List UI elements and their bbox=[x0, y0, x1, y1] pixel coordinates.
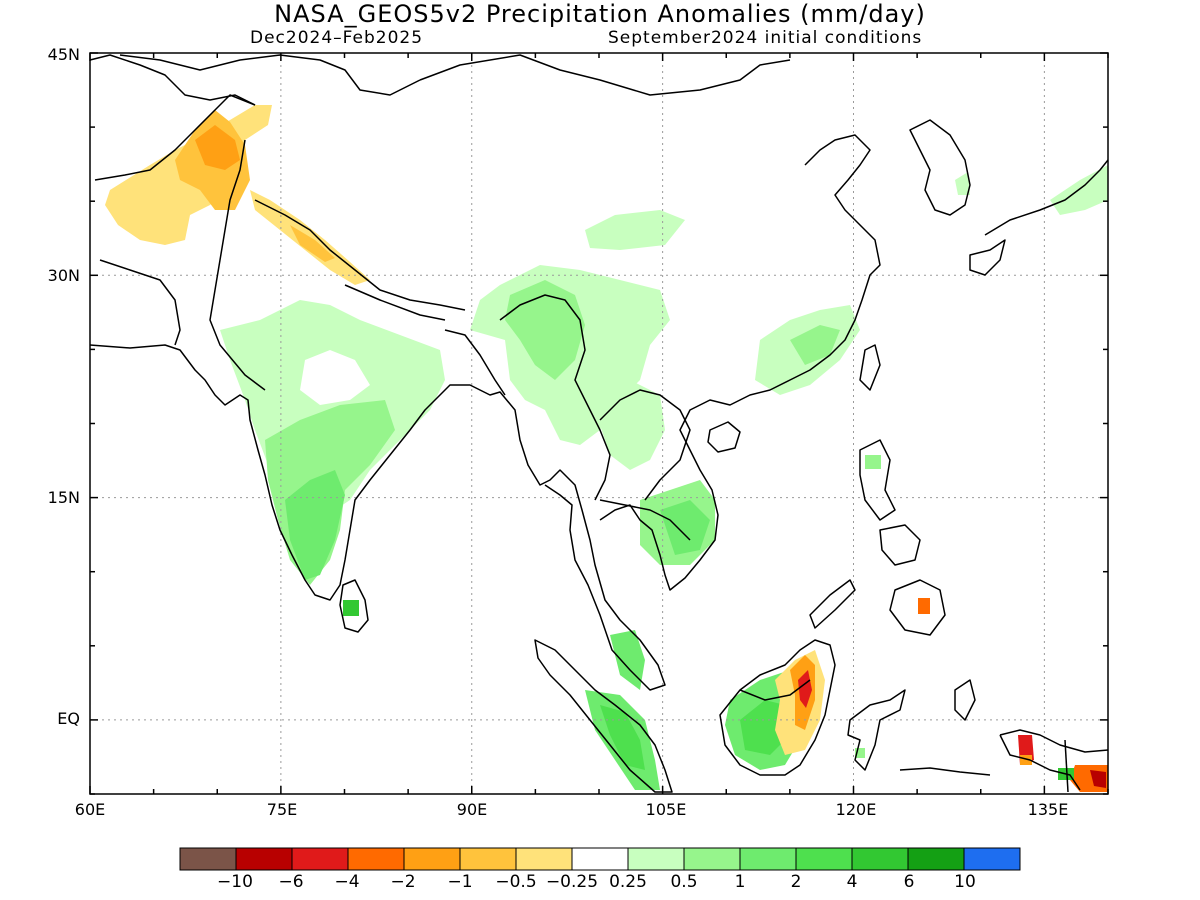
map-title: NASA_GEOS5v2 Precipitation Anomalies (mm… bbox=[274, 0, 926, 28]
coast-korea bbox=[909, 119, 971, 216]
border-kazakhstan bbox=[119, 54, 421, 96]
coast-indochina bbox=[599, 134, 881, 591]
border-nepal bbox=[344, 284, 446, 321]
anomaly-himalaya-west-core bbox=[290, 225, 335, 262]
colorbar-label: −1 bbox=[447, 872, 473, 892]
colorbar-label: 1 bbox=[734, 872, 746, 892]
border-laos-vietnam bbox=[599, 389, 691, 501]
anomaly-mindanao bbox=[918, 598, 930, 614]
colorbar-swatch bbox=[347, 847, 405, 871]
border-myanmar bbox=[499, 294, 611, 501]
border-borneo-internal bbox=[739, 679, 811, 701]
lon-label-120e: 120E bbox=[835, 800, 877, 819]
lon-label-105e: 105E bbox=[645, 800, 687, 819]
colorbar-swatch bbox=[459, 847, 517, 871]
anomaly-vietnam-core bbox=[660, 500, 710, 555]
coast-japan-south bbox=[969, 239, 1006, 276]
coast-sumatra bbox=[534, 639, 673, 793]
anomaly-sumatra-core bbox=[600, 705, 645, 770]
anomaly-new-guinea-east-core bbox=[1090, 770, 1106, 788]
coast-java bbox=[899, 767, 991, 776]
anomaly-malaysia bbox=[610, 630, 645, 690]
lon-label-135e: 135E bbox=[1027, 800, 1069, 819]
lat-label-eq: EQ bbox=[57, 709, 80, 728]
border-afghanistan bbox=[94, 94, 256, 181]
season-subtitle: Dec2024–Feb2025 bbox=[250, 28, 424, 48]
political-borders bbox=[89, 54, 1069, 793]
coast-halmahera bbox=[954, 679, 976, 721]
anomaly-kashmir-core bbox=[195, 125, 240, 170]
colorbar-label: −10 bbox=[217, 872, 253, 892]
coast-visayas bbox=[879, 524, 921, 566]
colorbar-swatch bbox=[571, 847, 629, 871]
initial-conditions-subtitle: September2024 initial conditions bbox=[608, 28, 923, 48]
anomaly-borneo-east-core bbox=[798, 670, 812, 708]
colorbar-swatch bbox=[627, 847, 685, 871]
colorbar-swatch bbox=[515, 847, 573, 871]
colorbar-swatch bbox=[851, 847, 909, 871]
anomaly-luzon bbox=[865, 455, 881, 469]
colorbar-swatch bbox=[739, 847, 797, 871]
colorbar-swatch bbox=[403, 847, 461, 871]
colorbar-label: −2 bbox=[390, 872, 416, 892]
border-india-pakistan bbox=[209, 139, 266, 391]
coast-mindanao bbox=[889, 579, 946, 636]
border-pakistan-iran bbox=[99, 259, 181, 346]
coastlines bbox=[89, 119, 1109, 793]
lon-label-90e: 90E bbox=[456, 800, 488, 819]
lon-label-75e: 75E bbox=[266, 800, 298, 819]
colorbar-label: −0.25 bbox=[545, 872, 599, 892]
anomaly-sulawesi bbox=[855, 748, 865, 758]
colorbar-label: 6 bbox=[903, 872, 915, 892]
colorbar-label: 0.5 bbox=[670, 872, 698, 892]
border-new-guinea bbox=[1064, 739, 1069, 793]
anomaly-india-white-hole bbox=[300, 350, 370, 405]
border-mongolia bbox=[419, 54, 791, 96]
coast-taiwan bbox=[859, 344, 881, 391]
colorbar-label: 0.25 bbox=[609, 872, 647, 892]
lat-label-15n: 15N bbox=[47, 488, 80, 507]
anomaly-sri-lanka bbox=[343, 600, 359, 616]
axis-ticks bbox=[89, 52, 1109, 795]
lat-label-30n: 30N bbox=[47, 266, 80, 285]
coast-palawan bbox=[809, 579, 856, 629]
anomaly-korea-strip bbox=[955, 172, 970, 195]
colorbar bbox=[179, 847, 1021, 871]
anomaly-borneo-west-core bbox=[740, 700, 790, 755]
coast-japan bbox=[984, 159, 1109, 236]
border-thailand-cambodia bbox=[599, 499, 691, 541]
colorbar-label: −0.5 bbox=[495, 872, 537, 892]
colorbar-swatch bbox=[235, 847, 293, 871]
colorbar-swatch bbox=[179, 847, 237, 871]
border-bangladesh bbox=[444, 329, 506, 396]
colorbar-label: −4 bbox=[334, 872, 360, 892]
coast-sulawesi bbox=[847, 689, 906, 771]
coast-new-guinea bbox=[999, 729, 1109, 791]
coast-sri-lanka bbox=[339, 579, 369, 633]
anomaly-east-himalaya-core bbox=[505, 280, 585, 380]
map-gridlines bbox=[90, 53, 1108, 794]
colorbar-swatch bbox=[963, 847, 1021, 871]
colorbar-swatch bbox=[683, 847, 741, 871]
anomaly-tibet bbox=[585, 210, 685, 250]
coast-luzon bbox=[859, 439, 896, 521]
colorbar-swatch bbox=[907, 847, 965, 871]
colorbar-label: 10 bbox=[954, 872, 976, 892]
colorbar-swatch bbox=[291, 847, 349, 871]
coast-hainan bbox=[707, 421, 741, 453]
anomaly-new-guinea-west-edge bbox=[1020, 755, 1032, 765]
anomaly-mainland-sea bbox=[600, 380, 665, 470]
lon-label-60e: 60E bbox=[74, 800, 106, 819]
anomaly-south-china-core bbox=[790, 325, 840, 365]
coast-south-asia bbox=[89, 344, 666, 691]
colorbar-label: 4 bbox=[846, 872, 858, 892]
border-india-china bbox=[254, 199, 466, 311]
colorbar-swatch bbox=[795, 847, 853, 871]
coast-borneo bbox=[719, 639, 836, 776]
colorbar-label: 2 bbox=[790, 872, 802, 892]
lat-label-45n: 45N bbox=[47, 45, 80, 64]
colorbar-label: −6 bbox=[278, 872, 304, 892]
